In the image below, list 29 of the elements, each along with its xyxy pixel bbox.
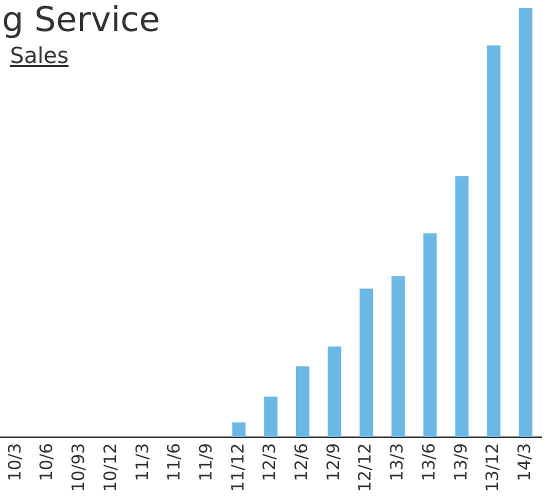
bar xyxy=(360,288,374,438)
x-tick-label: 14/3 xyxy=(515,443,536,482)
text: Sales xyxy=(10,44,69,69)
x-tick-label: 10/6 xyxy=(37,443,58,482)
x-tick-label: 13/12 xyxy=(483,443,504,492)
x-tick-label: 12/6 xyxy=(292,443,312,482)
bar xyxy=(232,422,246,438)
bar xyxy=(487,45,500,438)
bar xyxy=(264,396,278,438)
x-tick-label: 13/3 xyxy=(388,443,408,482)
x-tick-label: 11/12 xyxy=(228,443,248,492)
x-tick-label: 12/9 xyxy=(324,443,344,482)
bar xyxy=(423,233,437,438)
x-tick-label: 11/3 xyxy=(132,443,153,482)
bar xyxy=(455,176,469,438)
x-tick-label: 10/3 xyxy=(5,443,26,482)
x-tick-label: 12/12 xyxy=(356,443,376,492)
bar xyxy=(296,366,310,438)
x-tick-label: 10/93 xyxy=(69,443,90,492)
x-tick-label: 10/12 xyxy=(100,443,121,492)
bar xyxy=(391,276,405,438)
x-tick-label: 12/3 xyxy=(260,443,280,482)
bar xyxy=(518,8,532,438)
x-tick-label: 13/6 xyxy=(419,443,440,482)
x-tick-label: 13/9 xyxy=(451,443,472,482)
chart-title: g Service xyxy=(2,0,160,40)
bar xyxy=(328,346,342,438)
x-tick-label: 11/9 xyxy=(196,443,216,482)
x-tick-label: 11/6 xyxy=(164,443,185,482)
